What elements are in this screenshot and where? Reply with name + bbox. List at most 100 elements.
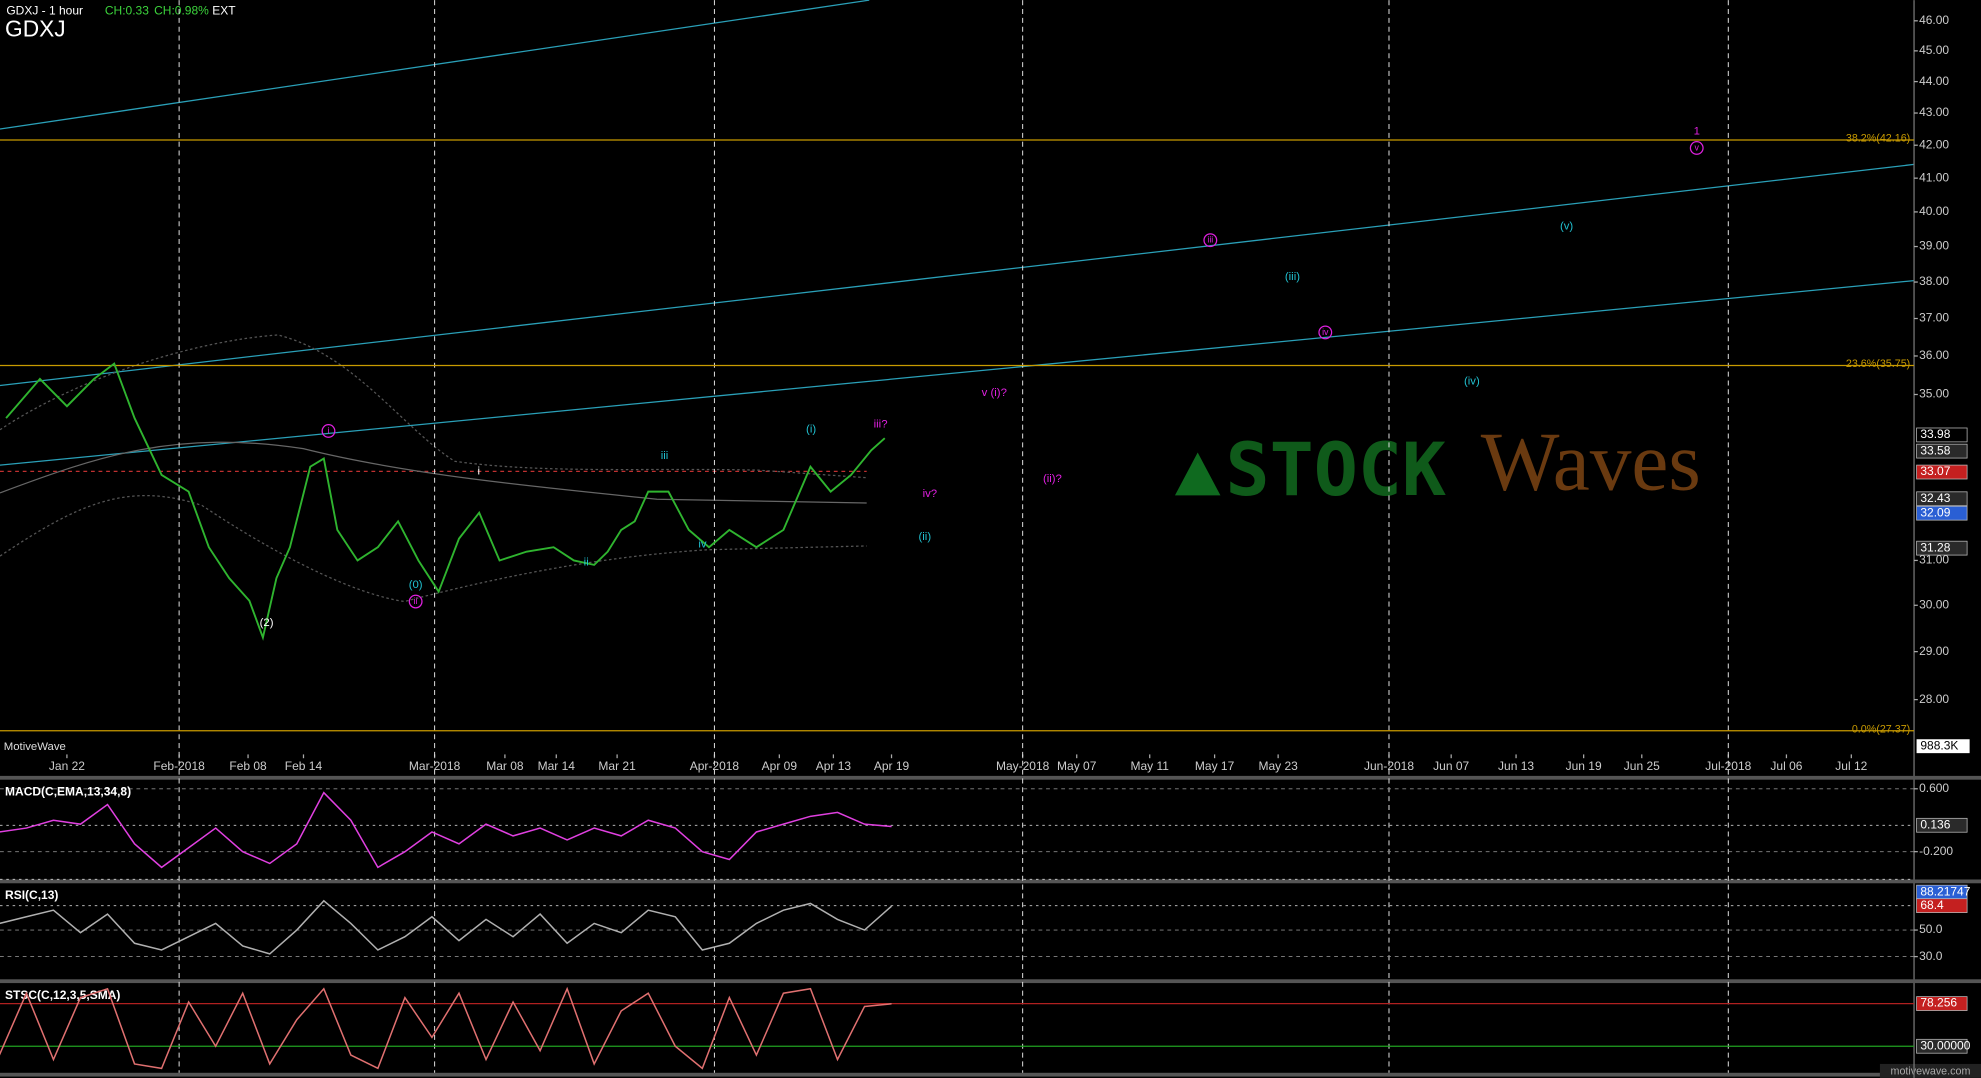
wave-label: ii — [414, 596, 418, 606]
y-tick-label: 42.00 — [1919, 137, 1949, 151]
drawings — [0, 0, 1915, 603]
price-tag-label: 78.256 — [1920, 996, 1957, 1010]
y-tick-label: 29.00 — [1919, 644, 1949, 658]
y-tick-label: 36.00 — [1919, 348, 1949, 362]
footer: motivewave.com — [1891, 1065, 1971, 1077]
wave-label: (i) — [806, 424, 816, 436]
moving-average — [0, 441, 867, 504]
price-tag — [1916, 505, 1968, 521]
volume-tag: 988.3K — [1920, 738, 1958, 752]
panel-title: RSI(C,13) — [5, 888, 58, 902]
wave-label: iv — [698, 539, 707, 551]
wave-label: i — [327, 425, 329, 435]
wave-label: iv — [1322, 327, 1329, 337]
x-tick-label: Jun 19 — [1566, 759, 1602, 773]
x-tick-label: Feb 08 — [229, 759, 267, 773]
trend-line — [0, 280, 1915, 466]
wave-label: (2) — [260, 617, 274, 629]
wave-label: (ii) — [918, 531, 931, 543]
price-tag — [1916, 464, 1968, 480]
wave-label: i — [478, 465, 481, 477]
price-tag — [1916, 443, 1968, 459]
y-tick-label: 45.00 — [1919, 43, 1949, 57]
x-tick-label: Jun 13 — [1498, 759, 1534, 773]
y-tick-label: 43.00 — [1919, 105, 1949, 119]
wave-circle — [1203, 233, 1218, 248]
x-tick-label: Feb-2018 — [153, 759, 205, 773]
wave-label: iii? — [874, 419, 888, 431]
price-tag-label: 33.58 — [1920, 443, 1950, 457]
wave-label: 1 — [1694, 126, 1700, 138]
session: EXT — [212, 4, 236, 18]
x-tick-label: Apr 19 — [874, 759, 910, 773]
x-tick-label: May 17 — [1195, 759, 1235, 773]
x-tick-label: Jul 12 — [1835, 759, 1867, 773]
series-line — [5, 362, 886, 641]
price-tag-label: 33.98 — [1920, 427, 1950, 441]
y-tick-label: 30.00 — [1919, 597, 1949, 611]
y-tick-label: 0.600 — [1919, 781, 1949, 795]
trend-line — [0, 163, 1915, 387]
wave-label: (iv) — [1464, 376, 1480, 388]
price-tag — [1916, 817, 1968, 833]
price-tag-label: 0.136 — [1920, 817, 1950, 831]
x-tick-label: Jul 06 — [1770, 759, 1802, 773]
price-tag — [1916, 898, 1968, 913]
y-tick-label: 41.00 — [1919, 170, 1949, 184]
series-line — [0, 986, 892, 1070]
y-tick-label: 40.00 — [1919, 204, 1949, 218]
wave-label: v — [1695, 142, 1700, 152]
panel-title: STSC(C,12,3,5,SMA) — [5, 988, 120, 1002]
x-tick-label: Jan 22 — [49, 759, 85, 773]
x-tick-label: Mar-2018 — [409, 759, 461, 773]
symbol: GDXJ — [5, 15, 66, 41]
watermark: STOCK — [1225, 428, 1446, 513]
y-tick-label: 39.00 — [1919, 239, 1949, 253]
price-tag — [1916, 540, 1968, 556]
x-tick-label: Jun 25 — [1624, 759, 1660, 773]
footer-box — [1879, 1063, 1981, 1078]
y-tick-label: 35.00 — [1919, 387, 1949, 401]
wave-circle — [321, 424, 336, 438]
x-tick-label: Feb 14 — [285, 759, 323, 773]
price-tag-label: 68.4 — [1920, 898, 1944, 912]
y-tick-label: 31.00 — [1919, 553, 1949, 567]
x-tick-label: May 07 — [1057, 759, 1097, 773]
separator — [0, 1072, 1880, 1077]
y-tick-label: 37.00 — [1919, 311, 1949, 325]
separator — [0, 979, 1981, 984]
panel-title: MACD(C,EMA,13,34,8) — [5, 784, 131, 798]
price-tag-label: 88.21747 — [1920, 884, 1970, 898]
wave-label: (0) — [409, 579, 423, 591]
x-tick-label: Apr 09 — [762, 759, 798, 773]
logo-triangle — [1174, 452, 1221, 496]
wave-label: (ii)? — [1043, 473, 1062, 485]
y-tick-label: 38.00 — [1919, 274, 1949, 288]
wave-label: (iii) — [1285, 271, 1300, 283]
wave-label: iii — [1207, 235, 1213, 245]
volume-tag-box — [1916, 739, 1970, 754]
fib-label: 23.6%(35.75) — [1846, 358, 1910, 370]
x-tick-label: May 11 — [1130, 759, 1169, 773]
price-tag-label: 31.28 — [1920, 540, 1950, 554]
x-tick-label: Apr 13 — [816, 759, 852, 773]
price-tag — [1916, 427, 1968, 443]
change: CH:0.33 — [105, 4, 149, 18]
y-tick-label: 44.00 — [1919, 74, 1949, 88]
brand: MotiveWave — [4, 741, 66, 753]
wave-label: v (i)? — [982, 387, 1007, 399]
wave-circle — [408, 594, 423, 609]
x-tick-label: Mar 21 — [598, 759, 636, 773]
series-line — [0, 791, 892, 869]
wave-circle — [1318, 325, 1333, 340]
price-tag-label: 33.07 — [1920, 464, 1950, 478]
separator — [0, 879, 1981, 884]
x-tick-label: Apr-2018 — [690, 759, 740, 773]
price-tag — [1916, 491, 1968, 507]
price-tag — [1916, 996, 1968, 1011]
price-tag — [1916, 1038, 1968, 1054]
price-tag-label: 32.09 — [1920, 505, 1950, 519]
